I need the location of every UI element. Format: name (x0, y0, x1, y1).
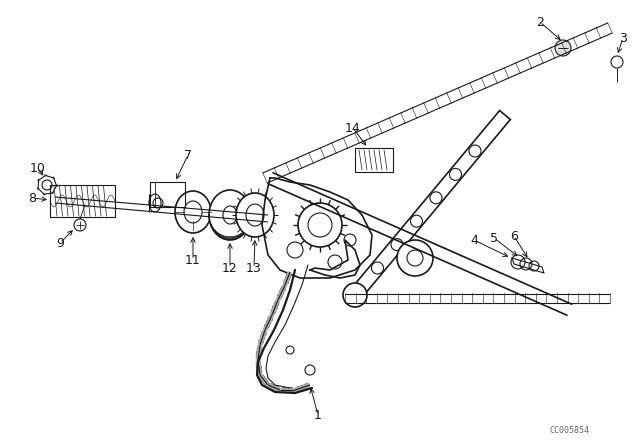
Text: 12: 12 (222, 262, 238, 275)
Circle shape (257, 350, 262, 355)
Circle shape (273, 305, 278, 310)
Text: 10: 10 (30, 161, 46, 175)
Circle shape (410, 215, 422, 227)
Circle shape (281, 388, 286, 392)
Circle shape (289, 388, 294, 392)
Circle shape (397, 240, 433, 276)
Circle shape (430, 192, 442, 204)
Circle shape (256, 354, 261, 359)
Circle shape (371, 262, 383, 274)
Text: 2: 2 (536, 16, 544, 29)
Circle shape (275, 386, 280, 391)
Circle shape (260, 335, 265, 340)
Circle shape (259, 375, 264, 380)
Circle shape (257, 369, 262, 374)
Circle shape (343, 283, 367, 307)
Text: CC005854: CC005854 (550, 426, 589, 435)
Text: 11: 11 (185, 254, 201, 267)
Ellipse shape (175, 191, 211, 233)
Ellipse shape (209, 190, 251, 240)
Ellipse shape (246, 204, 264, 226)
Text: 4: 4 (470, 233, 478, 246)
Circle shape (266, 320, 271, 325)
Circle shape (555, 40, 571, 56)
Circle shape (261, 331, 266, 336)
Circle shape (281, 286, 285, 291)
Circle shape (469, 145, 481, 157)
Circle shape (271, 309, 276, 314)
Text: 3: 3 (619, 31, 627, 44)
Circle shape (279, 290, 284, 295)
Text: 6: 6 (510, 229, 518, 242)
Ellipse shape (223, 206, 237, 224)
Circle shape (269, 384, 273, 389)
Circle shape (284, 279, 289, 284)
Text: 13: 13 (246, 262, 262, 275)
Circle shape (264, 380, 269, 385)
Circle shape (259, 339, 264, 344)
Circle shape (256, 361, 261, 366)
Circle shape (274, 301, 279, 306)
Text: 9: 9 (56, 237, 64, 250)
Circle shape (271, 385, 276, 390)
Text: 1: 1 (314, 409, 322, 422)
Circle shape (277, 294, 282, 299)
Circle shape (304, 384, 308, 389)
Text: 7: 7 (184, 148, 192, 161)
Circle shape (286, 273, 291, 278)
Circle shape (268, 316, 273, 321)
Circle shape (285, 276, 290, 281)
Circle shape (257, 346, 262, 351)
Ellipse shape (184, 201, 202, 223)
Circle shape (257, 365, 262, 370)
Circle shape (262, 378, 266, 383)
Text: 5: 5 (490, 232, 498, 245)
Text: 8: 8 (28, 191, 36, 204)
Circle shape (391, 239, 403, 250)
Circle shape (300, 385, 305, 390)
Circle shape (285, 388, 290, 392)
Ellipse shape (236, 193, 274, 237)
Circle shape (296, 386, 301, 391)
Text: 14: 14 (345, 121, 361, 134)
Circle shape (449, 168, 461, 181)
Circle shape (264, 324, 269, 329)
Ellipse shape (149, 194, 161, 212)
